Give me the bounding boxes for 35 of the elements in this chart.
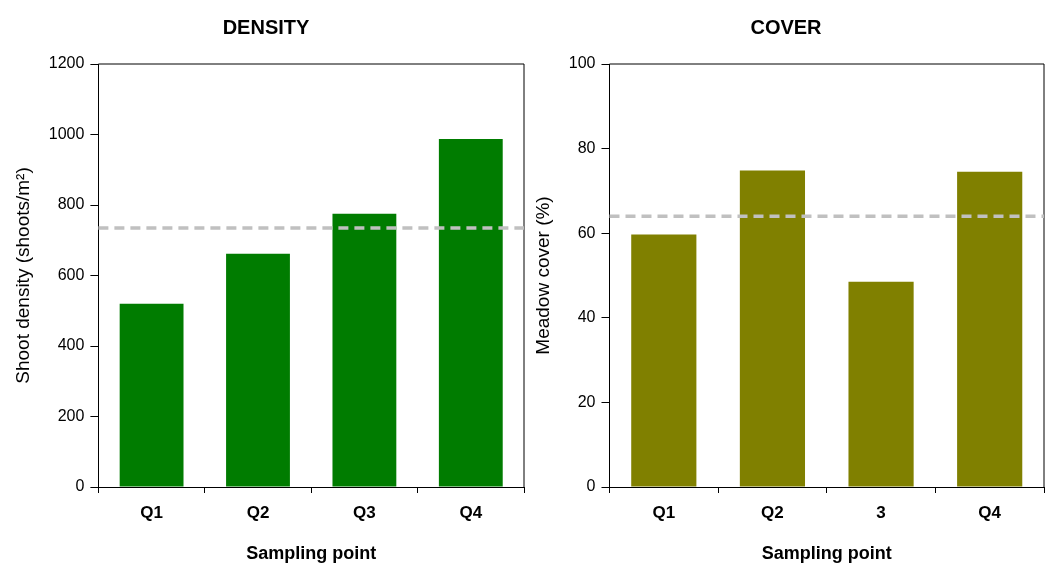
x-axis-title: Sampling point [761, 543, 892, 564]
x-tick-label: Q4 [978, 502, 1002, 522]
bar [119, 303, 184, 487]
y-axis-title: Meadow cover (%) [531, 196, 553, 355]
y-tick-label: 600 [57, 265, 85, 283]
bar [739, 170, 806, 487]
x-tick-label: Q3 [353, 502, 376, 522]
y-tick-label: 40 [577, 308, 596, 326]
y-tick-label: 60 [577, 223, 596, 241]
bar [226, 253, 290, 487]
bar [332, 213, 397, 487]
x-tick-label: 3 [876, 502, 886, 522]
y-tick-label: 80 [577, 139, 596, 157]
y-tick-label: 1200 [48, 54, 85, 72]
y-tick-label: 1000 [48, 124, 85, 142]
y-tick-label: 20 [577, 392, 596, 410]
bar [438, 139, 503, 487]
x-tick-label: Q1 [140, 502, 163, 522]
chart-title: COVER [750, 15, 823, 38]
x-tick-label: Q2 [246, 502, 270, 522]
x-tick-label: Q2 [761, 502, 784, 522]
x-tick-label: Q1 [652, 502, 676, 522]
y-tick-label: 100 [568, 54, 596, 72]
y-tick-label: 400 [57, 336, 85, 354]
bar [848, 281, 914, 487]
y-axis-title: Shoot density (shoots/m²) [11, 167, 33, 384]
y-tick-label: 0 [75, 477, 85, 495]
chart-title: DENSITY [222, 15, 310, 38]
y-tick-label: 0 [586, 477, 596, 495]
x-axis-title: Sampling point [246, 543, 377, 564]
bar [631, 234, 697, 487]
bar [957, 171, 1023, 487]
y-tick-label: 800 [57, 195, 85, 213]
y-tick-label: 200 [57, 406, 85, 424]
x-tick-label: Q4 [459, 502, 483, 522]
